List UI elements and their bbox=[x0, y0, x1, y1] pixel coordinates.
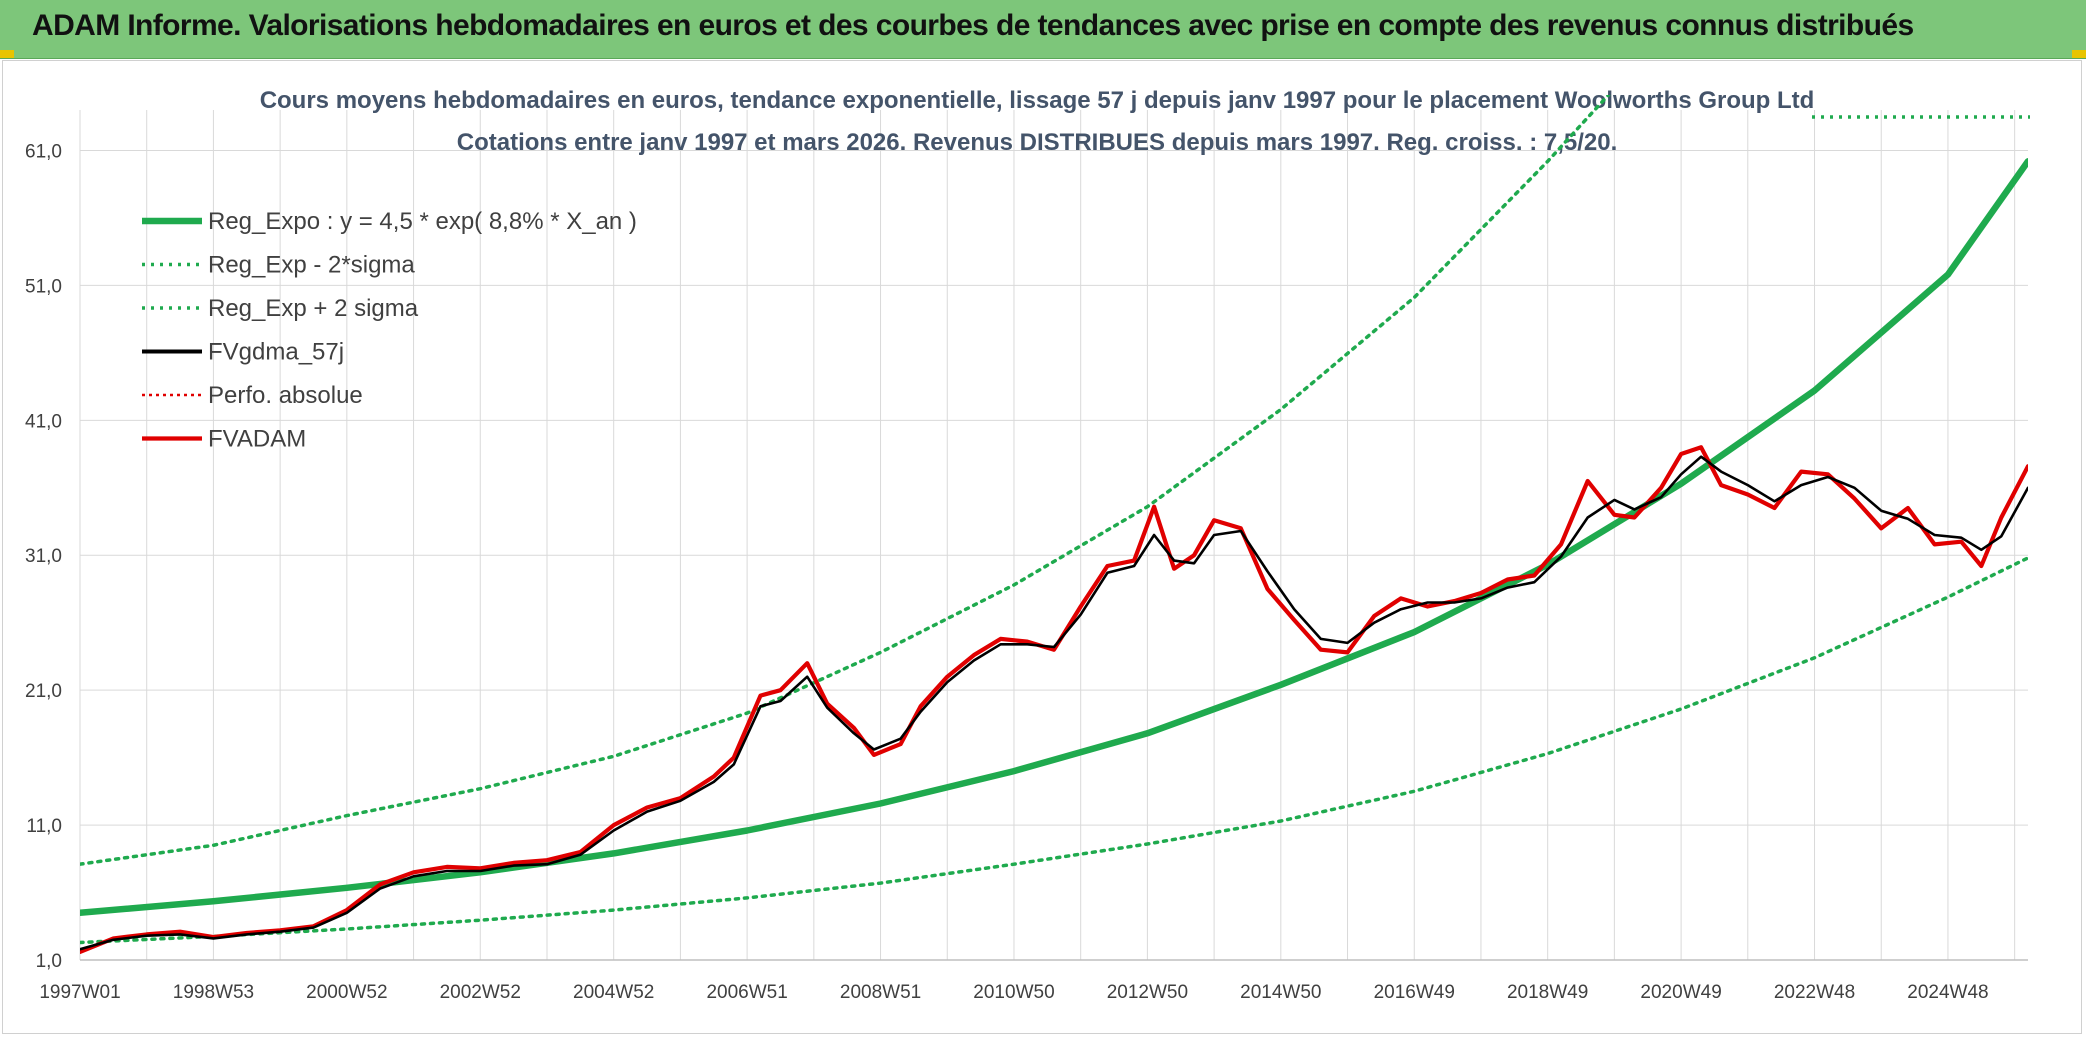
x-tick-label: 2008W51 bbox=[840, 982, 921, 1003]
x-tick-label: 2012W50 bbox=[1107, 982, 1188, 1003]
x-tick-label: 2020W49 bbox=[1640, 982, 1721, 1003]
y-tick-label: 61,0 bbox=[25, 141, 62, 162]
x-tick-label: 1998W53 bbox=[173, 982, 254, 1003]
legend: Reg_Expo : y = 4,5 * exp( 8,8% * X_an ) R… bbox=[142, 208, 637, 453]
x-axis-ticks: 1997W01 1998W53 2000W52 2002W52 2004W52 2006W… bbox=[39, 982, 1988, 1003]
legend-label-5: FVADAM bbox=[208, 426, 306, 453]
series-line-4 bbox=[80, 445, 2028, 954]
x-tick-label: 1997W01 bbox=[39, 982, 120, 1003]
series-line-2 bbox=[80, 95, 1611, 866]
banner-corner-right bbox=[2072, 50, 2086, 58]
x-tick-label: 2000W52 bbox=[306, 982, 387, 1003]
x-tick-label: 2010W50 bbox=[973, 982, 1054, 1003]
y-tick-label: 1,0 bbox=[36, 951, 62, 972]
report-banner: ADAM Informe. Valorisations hebdomadaire… bbox=[0, 0, 2086, 59]
legend-label-1: Reg_Exp - 2*sigma bbox=[208, 252, 415, 279]
series-line-0 bbox=[80, 158, 2028, 917]
series-layer bbox=[80, 95, 2030, 954]
legend-label-4: Perfo. absolue bbox=[208, 382, 363, 409]
y-tick-label: 41,0 bbox=[25, 411, 62, 432]
x-tick-label: 2016W49 bbox=[1374, 982, 1455, 1003]
report-title: ADAM Informe. Valorisations hebdomadaire… bbox=[32, 9, 1914, 42]
y-tick-label: 31,0 bbox=[25, 546, 62, 567]
y-tick-label: 21,0 bbox=[25, 681, 62, 702]
chart-frame bbox=[2, 60, 2082, 1034]
banner-corner-left bbox=[0, 50, 14, 58]
series-line-1 bbox=[80, 556, 2028, 945]
y-tick-label: 11,0 bbox=[26, 816, 62, 837]
y-tick-label: 51,0 bbox=[25, 276, 62, 297]
legend-label-2: Reg_Exp + 2 sigma bbox=[208, 295, 419, 322]
legend-label-3: FVgdma_57j bbox=[208, 339, 344, 366]
grid bbox=[79, 110, 2028, 961]
y-axis-ticks: 1,0 11,0 21,0 31,0 41,0 51,0 61,0 bbox=[25, 141, 62, 972]
legend-label-0: Reg_Expo : y = 4,5 * exp( 8,8% * X_an ) bbox=[208, 208, 637, 235]
chart-title-line-2: Cotations entre janv 1997 et mars 2026. … bbox=[457, 129, 1618, 156]
chart-title-line-1: Cours moyens hebdomadaires en euros, ten… bbox=[260, 87, 1815, 114]
x-tick-label: 2022W48 bbox=[1774, 982, 1855, 1003]
x-tick-label: 2004W52 bbox=[573, 982, 654, 1003]
x-tick-label: 2018W49 bbox=[1507, 982, 1588, 1003]
x-tick-label: 2006W51 bbox=[706, 982, 787, 1003]
x-tick-label: 2002W52 bbox=[440, 982, 521, 1003]
x-tick-label: 2014W50 bbox=[1240, 982, 1321, 1003]
series-line-3 bbox=[80, 455, 2028, 951]
x-tick-label: 2024W48 bbox=[1907, 982, 1988, 1003]
